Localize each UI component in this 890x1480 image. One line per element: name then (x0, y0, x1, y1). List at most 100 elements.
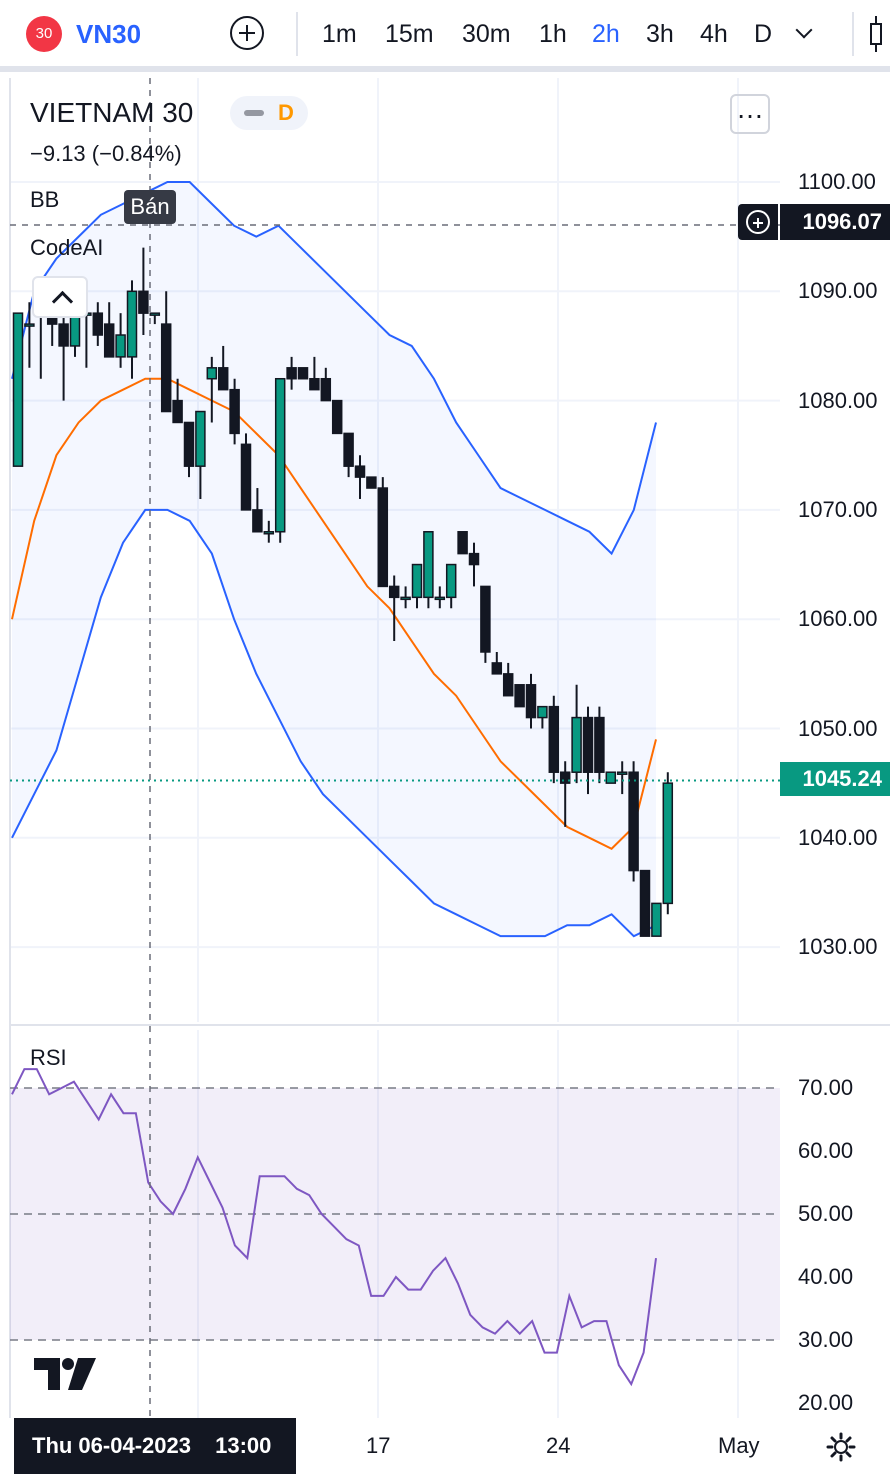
rsi-band (10, 1087, 780, 1341)
candle-body (366, 476, 377, 489)
candle-body (434, 596, 446, 601)
price-axis-label: 1030.00 (798, 934, 878, 960)
candle-body (320, 377, 332, 402)
crosshair-price-label: 1096.07 (780, 204, 890, 240)
price-axis-label: 1050.00 (798, 715, 878, 741)
indicator-bb[interactable]: BB (30, 187, 60, 212)
chevron-up-icon (51, 290, 74, 313)
add-alert-button[interactable] (738, 204, 778, 240)
candle-body (400, 596, 411, 601)
collapse-legend-button[interactable] (32, 276, 88, 318)
rsi-line (11, 1068, 657, 1387)
bb-basis-line (11, 377, 657, 850)
price-axis-label: 1090.00 (798, 278, 878, 304)
market-status-pill[interactable]: D (230, 96, 308, 130)
candle-body (411, 563, 423, 599)
candle-body (172, 399, 183, 424)
crosshair-date-label: Thu 06-04-2023 13:00 (14, 1418, 296, 1474)
candle-body (217, 367, 229, 391)
candle-body (594, 716, 605, 773)
price-axis-label: 1080.00 (798, 387, 878, 413)
candle-body (571, 716, 582, 773)
candle-body (12, 312, 24, 467)
candle-body (639, 869, 651, 937)
rsi-axis-label: 70.00 (798, 1075, 854, 1100)
interval-30m[interactable]: 30m (462, 20, 511, 48)
symbol-search-button[interactable]: VN30 (76, 19, 142, 49)
plus-circle-icon (746, 210, 770, 234)
candle-body (240, 443, 252, 511)
price-axis-label: 1040.00 (798, 824, 878, 850)
pill-letter: D (278, 100, 294, 125)
interval-1h[interactable]: 1h (539, 20, 567, 48)
time-axis-label: 17 (366, 1433, 391, 1458)
interval-2h[interactable]: 2h (592, 20, 620, 48)
candle-body (252, 509, 263, 533)
candle-body (616, 771, 628, 775)
price-axis-label: 1070.00 (798, 496, 878, 522)
interval-3h[interactable]: 3h (646, 20, 674, 48)
candle-body (377, 487, 389, 588)
time-axis-label: 24 (546, 1433, 571, 1458)
candle-body (502, 673, 514, 697)
candle-body (206, 367, 218, 380)
candle-body (468, 552, 480, 566)
candle-body (651, 902, 662, 937)
crosshair-overlay (10, 78, 780, 1418)
crosshair-date: Thu 06-04-2023 (32, 1433, 191, 1458)
candle-body (662, 782, 674, 905)
candle-body (183, 421, 195, 467)
compare-add-icon[interactable] (230, 16, 264, 50)
price-change: −9.13 (−0.84%) (30, 141, 182, 166)
candle-body (331, 399, 343, 435)
candle-body (309, 377, 320, 391)
sell-tag: Bán (124, 190, 176, 224)
bb-lower-line (11, 508, 657, 938)
rsi-axis-label: 50.00 (798, 1201, 854, 1226)
rsi-axis-label: 20.00 (798, 1390, 854, 1415)
bollinger-band-fill (12, 182, 656, 937)
indicator-rsi[interactable]: RSI (30, 1045, 67, 1070)
settings-gear-icon[interactable] (826, 1432, 856, 1462)
tradingview-logo-icon[interactable] (34, 1356, 98, 1392)
interval-1m[interactable]: 1m (322, 20, 357, 48)
candle-body (92, 312, 104, 336)
candle-body (582, 716, 594, 773)
rsi-axis-label: 60.00 (798, 1138, 854, 1163)
chart-type-candle-icon[interactable] (868, 14, 890, 54)
chart-canvas[interactable] (0, 72, 890, 1480)
last-price-label: 1045.24 (780, 762, 890, 796)
candle-body (354, 465, 366, 478)
price-axis-label: 1100.00 (798, 169, 876, 194)
candle-body (286, 367, 297, 380)
candle-body (445, 563, 457, 599)
bb-upper-line (11, 181, 657, 556)
toolbar-divider (852, 12, 854, 56)
top-toolbar: 30 VN30 1m 15m 30m 1h 2h 3h 4h D (0, 0, 890, 72)
candle-body (628, 771, 639, 872)
price-axis-label: 1060.00 (798, 606, 878, 632)
candle-body (160, 323, 172, 413)
more-options-button[interactable]: … (730, 94, 770, 134)
chevron-down-icon[interactable] (795, 21, 813, 39)
candle-body (480, 585, 491, 653)
symbol-badge[interactable]: 30 (26, 16, 62, 52)
candle-body (537, 705, 548, 719)
interval-4h[interactable]: 4h (700, 20, 728, 48)
candle-body (605, 771, 617, 784)
candle-body (149, 312, 161, 316)
interval-d[interactable]: D (754, 20, 773, 48)
candle-body (274, 377, 286, 533)
candle-body (24, 323, 35, 327)
indicator-lines (11, 181, 657, 1387)
rsi-axis-label: 30.00 (798, 1327, 854, 1352)
candle-body (548, 705, 560, 773)
candle-body (195, 410, 206, 467)
symbol-title: VIETNAM 30 (30, 97, 194, 128)
candle-body (138, 290, 149, 314)
indicator-codeai[interactable]: CodeAI (30, 235, 104, 260)
interval-15m[interactable]: 15m (385, 20, 434, 48)
candle-body (58, 323, 69, 347)
candle-body (103, 323, 115, 358)
crosshair-time: 13:00 (215, 1433, 272, 1458)
